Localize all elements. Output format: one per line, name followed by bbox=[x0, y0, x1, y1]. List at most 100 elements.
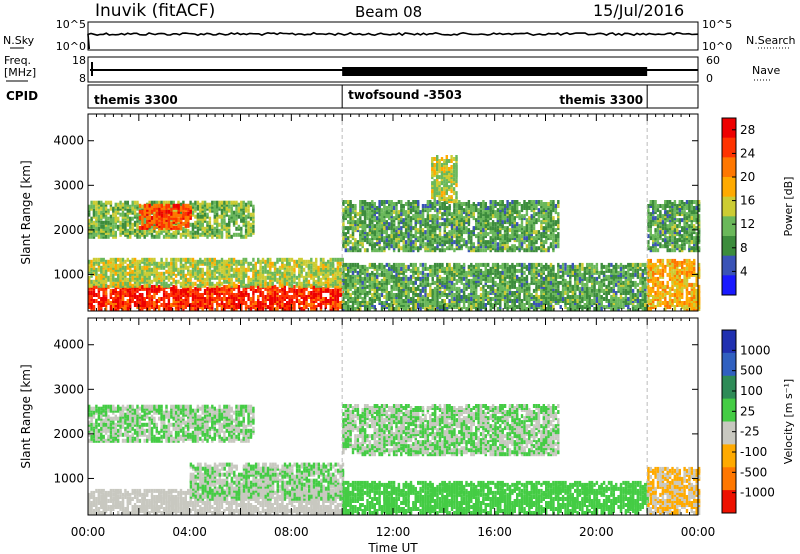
date-title: 15/Jul/2016 bbox=[593, 1, 684, 20]
echo-cell bbox=[244, 228, 248, 233]
echo-cell bbox=[561, 297, 565, 301]
echo-cell bbox=[554, 272, 558, 277]
echo-cell bbox=[441, 299, 444, 303]
echo-cell bbox=[595, 276, 599, 281]
echo-cell bbox=[602, 282, 606, 287]
echo-cell bbox=[351, 297, 355, 301]
echo-cell bbox=[336, 265, 340, 270]
echo-cell bbox=[496, 307, 500, 311]
echo-cell bbox=[206, 212, 209, 217]
echo-cell bbox=[179, 257, 183, 262]
echo-cell bbox=[225, 234, 228, 239]
echo-cell bbox=[104, 307, 108, 311]
echo-cell bbox=[417, 272, 420, 277]
echo-cell bbox=[163, 205, 166, 210]
echo-cell bbox=[153, 203, 156, 208]
echo-cell bbox=[378, 200, 381, 204]
echo-cell bbox=[419, 276, 422, 281]
echo-cell bbox=[472, 284, 475, 289]
echo-cell bbox=[431, 276, 434, 281]
echo-cell bbox=[496, 286, 500, 291]
echo-cell bbox=[235, 206, 238, 211]
echo-cell bbox=[230, 218, 233, 223]
echo-cell bbox=[421, 303, 425, 307]
echo-cell bbox=[477, 307, 480, 311]
echo-cell bbox=[203, 257, 207, 262]
echo-cell bbox=[619, 303, 623, 307]
echo-cell bbox=[421, 295, 425, 299]
echo-cell bbox=[114, 291, 117, 295]
echo-cell bbox=[359, 248, 362, 253]
echo-cell bbox=[252, 281, 255, 286]
echo-cell bbox=[388, 280, 391, 285]
echo-cell bbox=[612, 293, 615, 297]
echo-cell bbox=[450, 291, 454, 295]
echo-cell bbox=[148, 286, 151, 291]
echo-cell bbox=[586, 276, 589, 281]
echo-cell bbox=[278, 257, 282, 262]
echo-cell bbox=[112, 305, 115, 309]
echo-cell bbox=[187, 203, 190, 208]
echo-cell bbox=[380, 236, 384, 241]
echo-cell bbox=[104, 234, 108, 239]
echo-cell bbox=[329, 297, 332, 301]
echo-cell bbox=[174, 257, 178, 262]
echo-cell bbox=[503, 305, 507, 309]
echo-cell bbox=[244, 301, 248, 305]
echo-cell bbox=[160, 286, 163, 291]
echo-cell bbox=[489, 278, 492, 283]
echo-cell bbox=[600, 278, 603, 283]
echo-cell bbox=[249, 232, 253, 237]
station-title: Inuvik (fitACF) bbox=[95, 1, 215, 21]
echo-cell bbox=[97, 214, 101, 219]
echo-cell bbox=[102, 220, 105, 225]
echo-cell bbox=[421, 266, 425, 271]
echo-cell bbox=[158, 271, 161, 276]
echo-cell bbox=[602, 264, 606, 269]
echo-cell bbox=[225, 284, 228, 289]
echo-cell bbox=[305, 295, 308, 299]
echo-cell bbox=[240, 259, 243, 264]
echo-cell bbox=[523, 293, 526, 297]
echo-cell bbox=[148, 215, 151, 220]
echo-cell bbox=[237, 206, 241, 211]
echo-cell bbox=[153, 207, 156, 212]
echo-cell bbox=[194, 301, 197, 305]
echo-cell bbox=[467, 297, 471, 301]
echo-cell bbox=[475, 293, 478, 297]
echo-cell bbox=[368, 206, 372, 210]
echo-cell bbox=[368, 291, 372, 295]
echo-cell bbox=[436, 262, 439, 267]
echo-cell bbox=[131, 291, 134, 295]
echo-cell bbox=[525, 291, 529, 295]
echo-cell bbox=[513, 301, 516, 305]
echo-cell bbox=[523, 303, 526, 307]
echo-cell bbox=[612, 270, 615, 275]
echo-cell bbox=[247, 261, 250, 266]
echo-cell bbox=[242, 265, 245, 270]
echo-cell bbox=[378, 280, 381, 285]
echo-cell bbox=[409, 286, 413, 291]
echo-cell bbox=[347, 268, 350, 273]
echo-cell bbox=[220, 281, 224, 286]
echo-cell bbox=[542, 291, 545, 295]
echo-cell bbox=[639, 305, 642, 309]
echo-cell bbox=[385, 286, 388, 291]
echo-cell bbox=[475, 307, 478, 311]
echo-cell bbox=[203, 261, 207, 266]
echo-cell bbox=[177, 203, 180, 208]
echo-cell bbox=[119, 271, 122, 276]
echo-cell bbox=[153, 228, 156, 233]
echo-cell bbox=[552, 295, 555, 299]
echo-cell bbox=[271, 284, 274, 289]
echo-cell bbox=[119, 301, 122, 305]
echo-cell bbox=[244, 214, 248, 219]
echo-cell bbox=[402, 280, 405, 285]
echo-cell bbox=[187, 271, 190, 276]
echo-cell bbox=[331, 307, 335, 311]
echo-cell bbox=[203, 297, 207, 301]
echo-cell bbox=[506, 293, 509, 297]
echo-cell bbox=[354, 204, 357, 208]
echo-cell bbox=[266, 275, 270, 280]
echo-cell bbox=[235, 273, 238, 278]
